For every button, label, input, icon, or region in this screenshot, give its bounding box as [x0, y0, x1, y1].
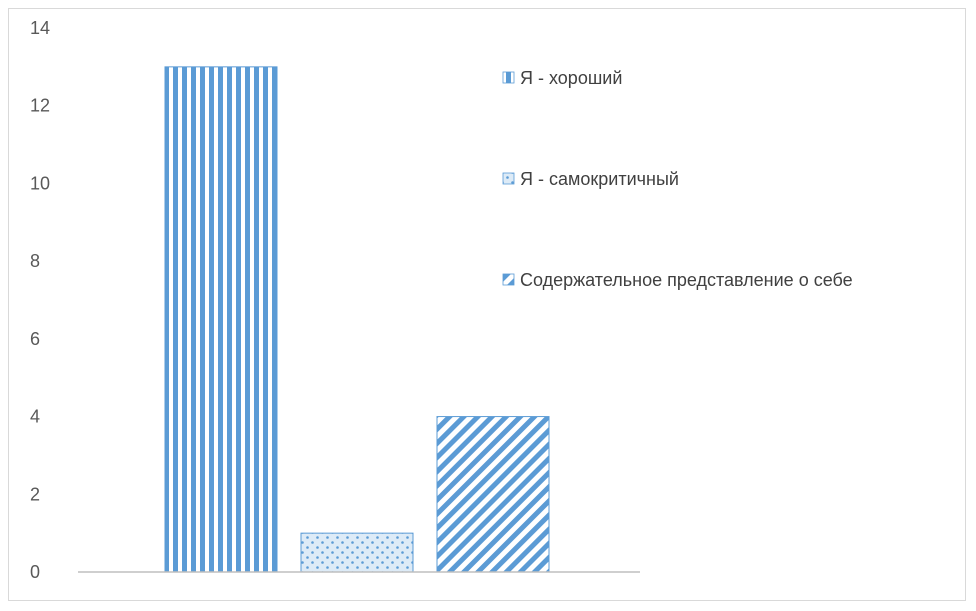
legend-label-2: Содержательное представление о себе — [520, 270, 853, 290]
bar-series-1 — [300, 532, 414, 573]
y-tick-label: 2 — [30, 484, 40, 504]
y-axis-ticks: 0 2 4 6 8 10 12 14 — [30, 18, 50, 582]
legend-swatch-2 — [502, 273, 515, 286]
legend-label-0: Я - хороший — [520, 68, 622, 88]
y-tick-label: 4 — [30, 407, 40, 427]
legend: Я - хороший Я - самокритичный Содержательн… — [502, 68, 853, 290]
y-tick-label: 0 — [30, 562, 40, 582]
y-tick-label: 12 — [30, 96, 50, 116]
bars — [164, 66, 550, 573]
y-tick-label: 10 — [30, 173, 50, 193]
y-tick-label: 6 — [30, 329, 40, 349]
bar-series-2 — [436, 416, 550, 573]
y-tick-label: 14 — [30, 18, 50, 38]
legend-swatch-0 — [502, 71, 515, 84]
y-tick-label: 8 — [30, 251, 40, 271]
bar-series-0 — [164, 66, 278, 573]
legend-label-1: Я - самокритичный — [520, 169, 679, 189]
legend-swatch-1 — [502, 172, 515, 185]
